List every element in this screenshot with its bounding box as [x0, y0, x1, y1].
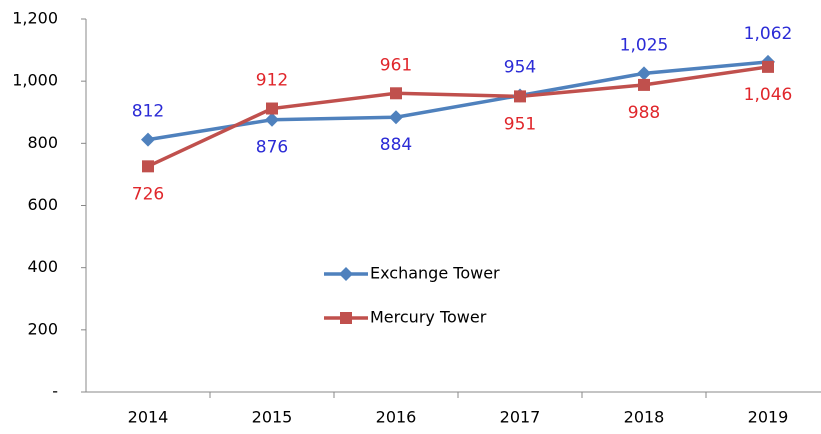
y-tick-label: 800 — [27, 133, 58, 152]
data-label: 812 — [132, 102, 164, 122]
data-label: 912 — [256, 71, 288, 91]
y-tick-label: 200 — [27, 319, 58, 338]
data-point — [142, 160, 154, 173]
data-point — [389, 110, 403, 125]
data-label: 951 — [504, 114, 536, 134]
series-line — [147, 65, 769, 168]
legend-marker — [339, 267, 353, 281]
data-label: 1,062 — [744, 24, 793, 44]
data-point — [514, 90, 526, 103]
x-tick-label: 2016 — [376, 408, 417, 427]
data-label: 726 — [132, 184, 164, 204]
x-tick-label: 2018 — [624, 408, 665, 427]
data-label: 876 — [256, 138, 288, 158]
legend-label: Exchange Tower — [370, 264, 500, 283]
series-line — [147, 60, 769, 142]
x-tick-label: 2019 — [748, 408, 789, 427]
data-point — [266, 102, 278, 115]
y-tick-label: 400 — [27, 257, 58, 276]
data-point — [762, 60, 774, 73]
x-tick-label: 2015 — [252, 408, 293, 427]
y-tick-label: 1,200 — [12, 9, 58, 28]
data-label: 1,046 — [744, 85, 793, 105]
data-label: 1,025 — [620, 35, 669, 55]
data-point — [638, 78, 650, 91]
data-point — [141, 132, 155, 147]
data-point — [265, 112, 279, 127]
data-point — [637, 66, 651, 81]
y-tick-label: - — [52, 382, 58, 401]
data-label: 954 — [504, 57, 536, 77]
data-label: 961 — [380, 55, 412, 75]
y-tick-label: 1,000 — [12, 71, 58, 90]
data-label: 884 — [380, 135, 412, 155]
y-tick-label: 600 — [27, 195, 58, 214]
data-point — [390, 87, 402, 100]
legend-marker — [340, 312, 352, 324]
data-label: 988 — [628, 103, 660, 123]
x-tick-label: 2014 — [128, 408, 169, 427]
x-tick-label: 2017 — [500, 408, 541, 427]
legend-label: Mercury Tower — [370, 308, 487, 327]
